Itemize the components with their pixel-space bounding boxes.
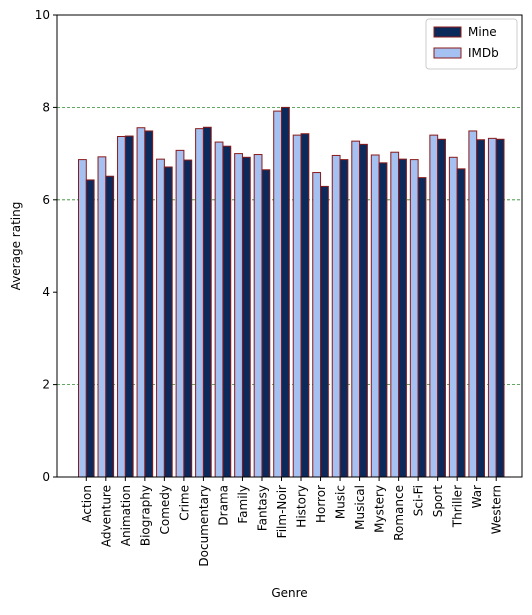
x-tick-label: History bbox=[295, 485, 309, 528]
x-tick-label: War bbox=[470, 485, 484, 508]
x-tick-label: Film-Noir bbox=[275, 485, 289, 538]
bar-mine-action bbox=[85, 179, 95, 478]
bar-mine-horror bbox=[320, 185, 329, 478]
bars bbox=[78, 106, 505, 478]
plot-frame bbox=[56, 14, 523, 478]
bar-imdb-documentary bbox=[195, 128, 204, 478]
x-tick-label: Thriller bbox=[451, 485, 465, 528]
bar-imdb-action bbox=[78, 159, 87, 478]
y-axis-label: Average rating bbox=[9, 202, 23, 291]
x-tick-label: Drama bbox=[216, 485, 230, 526]
x-tick-label: Romance bbox=[392, 485, 406, 541]
bar-mine-crime bbox=[183, 159, 193, 478]
bar-imdb-history bbox=[292, 134, 302, 478]
bar-mine-biography bbox=[144, 130, 154, 478]
bar-imdb-fantasy bbox=[253, 154, 263, 478]
bar-mine-thriller bbox=[456, 168, 466, 478]
x-tick-label: Biography bbox=[138, 485, 152, 546]
bar-imdb-horror bbox=[312, 172, 322, 478]
legend-label-mine: Mine bbox=[468, 25, 497, 39]
bar-mine-fantasy bbox=[261, 169, 271, 478]
x-axis-ticks: Action Adventure Animation Biography Comedy C… bbox=[80, 477, 504, 567]
x-tick-label: Sport bbox=[431, 485, 445, 518]
y-tick-label: 0 bbox=[42, 470, 50, 484]
legend-swatch-imdb bbox=[433, 47, 462, 59]
x-tick-label: Music bbox=[334, 485, 348, 519]
y-tick-label: 2 bbox=[42, 378, 50, 392]
bar-imdb-music bbox=[331, 154, 341, 478]
bar-mine-musical bbox=[359, 143, 368, 478]
bar-mine-adventure bbox=[105, 175, 115, 478]
bar-mine-romance bbox=[398, 158, 407, 478]
bar-imdb-sci-fi bbox=[409, 159, 419, 478]
y-tick-label: 6 bbox=[42, 193, 50, 207]
bar-mine-family bbox=[241, 156, 251, 478]
x-tick-label: Adventure bbox=[99, 485, 113, 547]
legend-label-imdb: IMDb bbox=[468, 46, 499, 60]
x-tick-label: Western bbox=[490, 485, 504, 534]
legend-swatch-mine bbox=[433, 26, 462, 38]
y-tick-label: 8 bbox=[42, 100, 50, 114]
bar-imdb-adventure bbox=[97, 156, 107, 478]
bar-mine-sci-fi bbox=[417, 177, 427, 478]
bar-imdb-animation bbox=[117, 136, 126, 478]
x-tick-label: Animation bbox=[119, 485, 133, 546]
x-tick-label: Mystery bbox=[373, 485, 387, 533]
bar-imdb-sport bbox=[429, 134, 439, 478]
bar-imdb-mystery bbox=[370, 154, 380, 478]
x-tick-label: Family bbox=[236, 485, 250, 524]
x-tick-label: Sci-Fi bbox=[412, 485, 426, 516]
x-tick-label: Horror bbox=[314, 485, 328, 523]
bar-mine-war bbox=[476, 139, 486, 478]
bar-imdb-film-noir bbox=[273, 110, 283, 478]
x-axis-label: Genre bbox=[271, 586, 307, 600]
bar-mine-music bbox=[339, 159, 349, 478]
bar-mine-drama bbox=[222, 145, 232, 478]
y-axis-ticks: 0 2 4 6 8 10 bbox=[35, 8, 57, 484]
bar-imdb-western bbox=[487, 137, 497, 478]
bar-mine-animation bbox=[124, 135, 134, 478]
bar-mine-documentary bbox=[202, 126, 212, 478]
bar-imdb-musical bbox=[351, 140, 361, 478]
x-tick-label: Comedy bbox=[158, 485, 172, 535]
bar-imdb-biography bbox=[136, 127, 146, 478]
y-tick-label: 10 bbox=[35, 8, 50, 22]
bar-imdb-thriller bbox=[448, 156, 458, 478]
x-tick-label: Action bbox=[80, 485, 94, 523]
bar-mine-comedy bbox=[163, 166, 173, 478]
bar-imdb-romance bbox=[390, 151, 400, 478]
x-tick-label: Fantasy bbox=[255, 485, 269, 531]
bar-imdb-war bbox=[468, 130, 478, 478]
bar-imdb-drama bbox=[214, 141, 224, 478]
bar-mine-mystery bbox=[378, 162, 388, 478]
bar-imdb-crime bbox=[175, 149, 185, 478]
x-tick-label: Crime bbox=[177, 485, 191, 521]
x-tick-label: Musical bbox=[353, 485, 367, 530]
bar-mine-sport bbox=[437, 138, 446, 478]
bar-imdb-comedy bbox=[156, 158, 165, 478]
bar-mine-western bbox=[495, 138, 505, 478]
x-tick-label: Documentary bbox=[197, 485, 211, 567]
bar-mine-history bbox=[300, 133, 310, 478]
bar-mine-film-noir bbox=[281, 106, 290, 478]
y-tick-label: 4 bbox=[42, 285, 50, 299]
bar-imdb-family bbox=[234, 153, 243, 478]
legend: Mine IMDb bbox=[425, 18, 518, 70]
